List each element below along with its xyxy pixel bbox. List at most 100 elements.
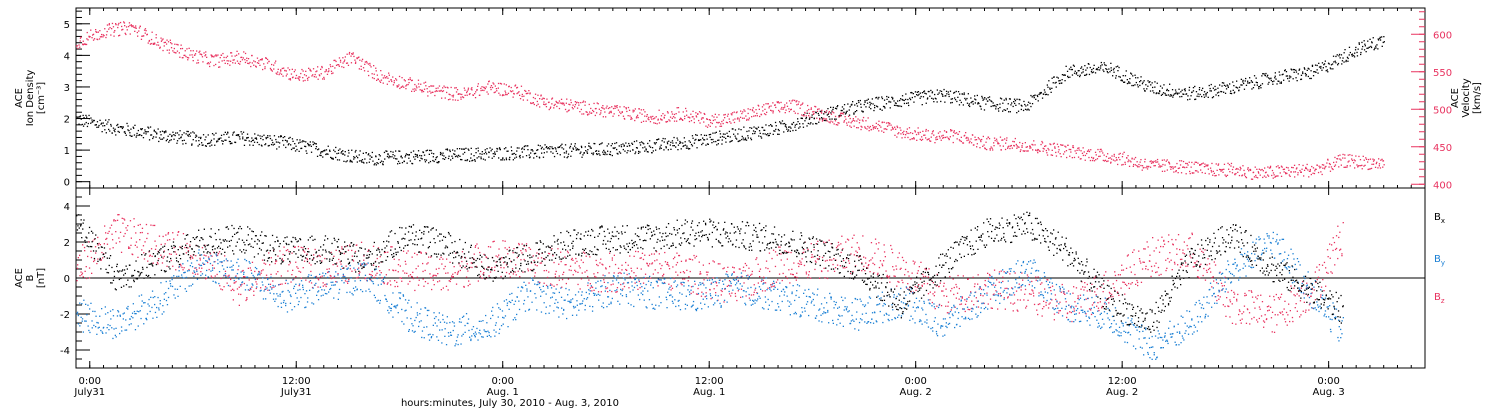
bz-point — [422, 270, 424, 273]
density-point — [1337, 64, 1339, 66]
bz-point — [480, 261, 483, 263]
density-point — [101, 131, 103, 133]
bz-point — [750, 294, 753, 296]
velocity-point — [1012, 140, 1014, 143]
density-point — [969, 105, 971, 108]
bz-point — [368, 273, 371, 275]
bz-point — [700, 295, 703, 297]
density-point — [607, 143, 610, 145]
bz-point — [342, 267, 344, 269]
bz-point — [476, 243, 478, 245]
velocity-point — [1159, 166, 1162, 168]
velocity-point — [405, 88, 407, 90]
bz-point — [680, 282, 682, 285]
velocity-point — [1133, 163, 1135, 166]
bz-point — [354, 269, 356, 271]
velocity-point — [273, 68, 275, 70]
velocity-point — [887, 122, 889, 124]
bz-point — [651, 263, 653, 265]
velocity-point — [674, 117, 676, 119]
density-point — [841, 106, 844, 108]
density-point — [428, 153, 430, 155]
velocity-point — [319, 75, 321, 77]
bz-point — [450, 278, 452, 280]
density-point — [738, 140, 740, 142]
density-point — [960, 101, 962, 104]
density-point — [959, 93, 961, 95]
bz-point — [808, 274, 810, 276]
bz-point — [623, 285, 626, 288]
bz-point — [720, 294, 722, 296]
density-point — [192, 139, 194, 141]
velocity-point — [82, 40, 84, 42]
bz-point — [347, 282, 349, 284]
density-point — [516, 150, 518, 152]
density-point — [673, 136, 675, 139]
velocity-point — [1161, 165, 1163, 167]
bz-point — [98, 242, 100, 245]
velocity-point — [537, 103, 539, 105]
bz-point — [700, 273, 702, 275]
velocity-point — [186, 56, 189, 59]
bz-point — [810, 256, 813, 258]
bz-point — [794, 276, 796, 278]
density-point — [646, 151, 648, 153]
density-point — [872, 103, 874, 105]
density-point — [355, 155, 358, 157]
density-point — [422, 151, 425, 154]
velocity-point — [1359, 159, 1362, 161]
density-point — [1245, 84, 1248, 86]
velocity-point — [576, 107, 579, 109]
bz-point — [119, 231, 122, 233]
density-point — [84, 123, 86, 125]
velocity-point — [139, 25, 141, 28]
density-point — [1016, 112, 1018, 114]
velocity-point — [1215, 163, 1217, 165]
density-point — [522, 156, 524, 158]
bz-point — [224, 255, 226, 257]
velocity-point — [752, 107, 754, 109]
velocity-point — [826, 120, 828, 122]
bz-point — [93, 259, 96, 261]
density-point — [1056, 76, 1058, 78]
bz-point — [96, 262, 98, 265]
bz-point — [560, 260, 562, 263]
density-point — [702, 137, 704, 139]
density-point — [1201, 89, 1203, 91]
bz-point — [321, 260, 323, 262]
velocity-point — [128, 22, 131, 24]
velocity-point — [1091, 159, 1094, 162]
bz-point — [548, 253, 551, 255]
bz-point — [791, 273, 794, 276]
density-point — [1088, 63, 1090, 65]
velocity-point — [574, 106, 576, 108]
velocity-point — [666, 111, 669, 113]
bz-point — [703, 279, 705, 281]
velocity-point — [491, 86, 494, 89]
density-point — [194, 136, 197, 138]
bz-point — [457, 272, 459, 274]
velocity-point — [813, 110, 815, 113]
density-point — [626, 152, 628, 154]
bz-point — [676, 261, 679, 264]
velocity-point — [695, 116, 698, 118]
velocity-point — [1373, 159, 1375, 161]
velocity-point — [507, 92, 510, 94]
velocity-point — [1020, 149, 1022, 151]
density-point — [247, 136, 249, 139]
density-point — [361, 161, 363, 163]
velocity-point — [607, 107, 610, 110]
density-point — [294, 143, 296, 145]
density-point — [983, 109, 986, 111]
velocity-point — [1069, 155, 1071, 157]
bz-point — [175, 253, 178, 255]
density-point — [1044, 91, 1046, 93]
velocity-point — [1159, 165, 1161, 167]
bz-point — [158, 258, 160, 260]
velocity-point — [912, 138, 914, 140]
density-point — [595, 150, 597, 152]
density-point — [927, 97, 929, 99]
density-point — [1169, 83, 1171, 85]
bz-point — [207, 261, 209, 264]
velocity-point — [398, 84, 400, 86]
